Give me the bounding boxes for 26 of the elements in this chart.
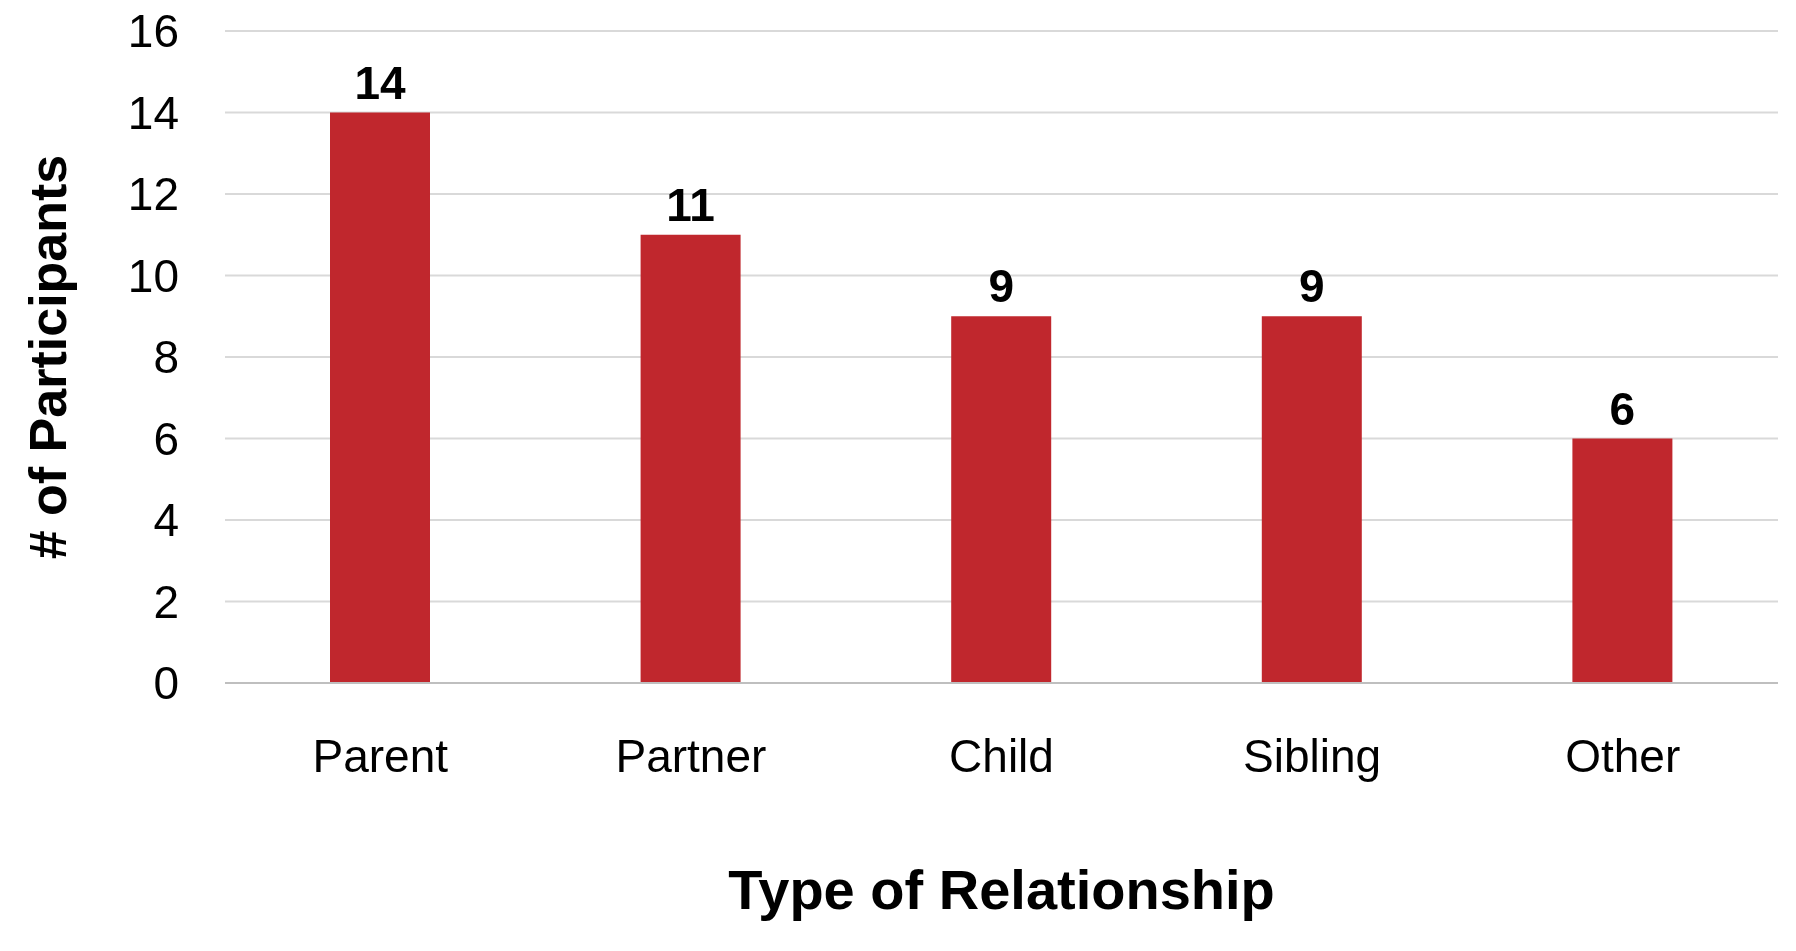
x-tick-label: Sibling	[1243, 729, 1382, 782]
data-label: 9	[1299, 260, 1325, 313]
bar	[640, 234, 741, 683]
y-tick-label: 10	[127, 249, 179, 302]
data-label: 11	[666, 178, 715, 231]
x-tick-label: Child	[949, 729, 1054, 782]
y-tick-label: 4	[153, 494, 179, 547]
y-tick-label: 8	[153, 331, 179, 384]
data-label: 6	[1609, 382, 1636, 435]
bar	[951, 316, 1052, 683]
y-tick-label: 14	[127, 86, 179, 139]
data-label: 14	[354, 56, 406, 109]
y-tick-label: 2	[153, 575, 179, 628]
data-label: 9	[988, 260, 1014, 313]
x-axis-title: Type of Relationship	[728, 858, 1275, 921]
bar	[330, 112, 430, 683]
y-tick-label: 12	[127, 168, 179, 221]
y-tick-label: 6	[153, 412, 179, 465]
y-tick-label: 16	[127, 5, 179, 58]
bar	[1261, 316, 1362, 683]
x-tick-label: Partner	[615, 729, 767, 782]
x-tick-label: Parent	[312, 729, 449, 782]
y-axis-title: # of Participants	[19, 154, 78, 560]
y-tick-label: 0	[153, 657, 179, 710]
bar	[1572, 438, 1673, 683]
x-tick-label: Other	[1565, 729, 1681, 782]
